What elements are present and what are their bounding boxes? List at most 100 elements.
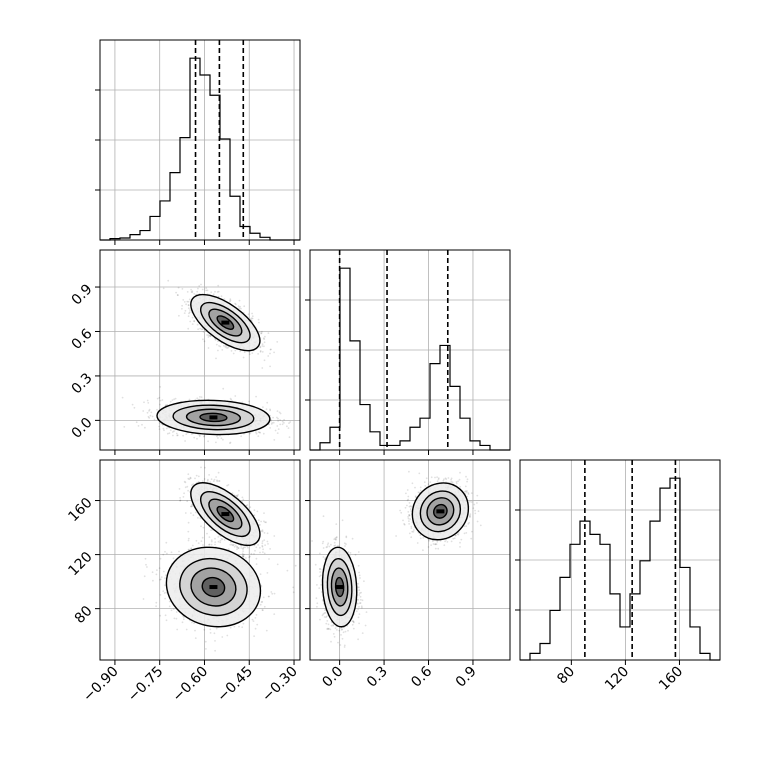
sample-point bbox=[201, 328, 204, 330]
sample-point bbox=[248, 556, 251, 559]
sample-point bbox=[272, 416, 274, 419]
sample-point bbox=[188, 478, 191, 481]
sample-point bbox=[219, 539, 222, 542]
sample-point bbox=[191, 316, 194, 319]
sample-point bbox=[131, 403, 134, 406]
sample-point bbox=[214, 537, 216, 540]
histogram-panel-1 bbox=[305, 249, 511, 451]
sample-point bbox=[187, 530, 190, 533]
sample-point bbox=[179, 497, 182, 499]
sample-point bbox=[145, 563, 147, 566]
contour-line bbox=[190, 293, 261, 352]
sample-point bbox=[200, 328, 203, 331]
sample-point bbox=[201, 288, 204, 291]
sample-point bbox=[173, 398, 176, 401]
sample-point bbox=[236, 546, 239, 548]
sample-point bbox=[269, 352, 271, 355]
sample-point bbox=[193, 293, 196, 295]
sample-point bbox=[250, 317, 253, 320]
sample-point bbox=[230, 350, 233, 352]
sample-point bbox=[283, 418, 285, 421]
sample-point bbox=[254, 627, 257, 630]
sample-point bbox=[213, 478, 216, 481]
sample-point bbox=[183, 301, 186, 303]
scatter-panel-1-0 bbox=[99, 249, 301, 451]
sample-point bbox=[266, 572, 269, 574]
sample-point bbox=[208, 474, 211, 476]
sample-point bbox=[255, 546, 258, 549]
histogram-step bbox=[100, 57, 300, 241]
sample-point bbox=[222, 438, 224, 441]
sample-point bbox=[259, 551, 261, 554]
sample-point bbox=[259, 345, 262, 348]
sample-point bbox=[261, 529, 264, 531]
sample-point bbox=[269, 427, 271, 429]
sample-point bbox=[182, 618, 185, 621]
sample-point bbox=[225, 346, 228, 349]
sample-point bbox=[185, 303, 188, 306]
sample-point bbox=[175, 432, 178, 435]
sample-point bbox=[276, 432, 279, 434]
sample-point bbox=[176, 628, 179, 631]
sample-point bbox=[168, 432, 171, 435]
sample-point bbox=[172, 557, 175, 560]
sample-point bbox=[177, 294, 179, 296]
sample-point bbox=[207, 478, 209, 481]
sample-point bbox=[230, 398, 233, 401]
sample-point bbox=[242, 555, 244, 557]
sample-point bbox=[169, 400, 172, 403]
sample-point bbox=[164, 597, 167, 600]
sample-point bbox=[263, 345, 265, 348]
sample-point bbox=[188, 398, 191, 401]
sample-point bbox=[239, 350, 242, 353]
sample-point bbox=[178, 314, 180, 317]
sample-point bbox=[155, 573, 158, 576]
sample-point bbox=[273, 351, 275, 354]
sample-point bbox=[207, 440, 210, 443]
sample-point bbox=[261, 530, 264, 533]
sample-point bbox=[202, 331, 205, 333]
sample-point bbox=[151, 415, 154, 418]
sample-point bbox=[267, 543, 269, 545]
sample-point bbox=[141, 423, 143, 426]
sample-point bbox=[178, 550, 180, 553]
sample-point bbox=[196, 437, 198, 440]
sample-point bbox=[187, 307, 190, 310]
sample-point bbox=[229, 397, 232, 400]
sample-point bbox=[243, 546, 245, 549]
sample-point bbox=[269, 548, 271, 550]
sample-point bbox=[214, 339, 217, 341]
sample-point bbox=[255, 395, 257, 398]
sample-point bbox=[148, 417, 151, 419]
sample-point bbox=[262, 337, 265, 340]
sample-point bbox=[152, 579, 154, 582]
sample-point bbox=[171, 431, 174, 433]
sample-point bbox=[206, 532, 208, 535]
sample-point bbox=[217, 290, 220, 293]
sample-point bbox=[197, 328, 200, 331]
sample-point bbox=[189, 477, 192, 480]
sample-point bbox=[123, 426, 126, 428]
sample-point bbox=[187, 477, 190, 480]
sample-point bbox=[261, 609, 264, 611]
sample-point bbox=[242, 554, 244, 556]
sample-point bbox=[229, 441, 232, 444]
sample-point bbox=[197, 480, 200, 483]
sample-point bbox=[218, 345, 220, 347]
sample-point bbox=[215, 441, 217, 444]
sample-point bbox=[196, 323, 199, 326]
sample-point bbox=[197, 475, 200, 478]
sample-point bbox=[246, 546, 249, 549]
sample-point bbox=[251, 317, 254, 320]
panel-frame bbox=[99, 249, 301, 451]
sample-point bbox=[184, 481, 187, 484]
sample-point bbox=[189, 320, 192, 323]
sample-point bbox=[210, 291, 213, 294]
sample-point bbox=[189, 476, 192, 479]
sample-point bbox=[257, 353, 259, 355]
sample-point bbox=[193, 436, 196, 439]
sample-point bbox=[268, 558, 270, 560]
sample-point bbox=[190, 288, 193, 291]
sample-point bbox=[286, 425, 288, 428]
sample-point bbox=[187, 521, 190, 524]
